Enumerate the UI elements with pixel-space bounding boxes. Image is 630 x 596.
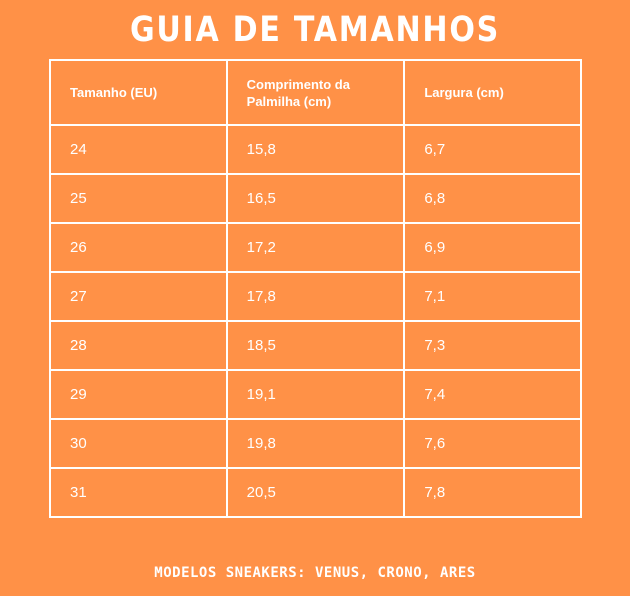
cell-size: 24 [49,124,228,175]
table-row: 27 17,8 7,1 [49,271,582,322]
cell-width: 6,8 [403,173,582,224]
cell-length: 20,5 [225,467,406,518]
footer-models: MODELOS SNEAKERS: VENUS, CRONO, ARES [154,565,476,581]
cell-width: 7,6 [403,418,582,469]
cell-size: 29 [49,369,228,420]
cell-length: 15,8 [225,124,406,175]
cell-size: 27 [49,271,228,322]
table-row: 28 18,5 7,3 [49,320,582,371]
cell-width: 6,9 [403,222,582,273]
size-guide-table: Tamanho (EU) Comprimento da Palmilha (cm… [49,59,582,518]
table-row: 31 20,5 7,8 [49,467,582,518]
cell-width: 7,1 [403,271,582,322]
table-row: 26 17,2 6,9 [49,222,582,273]
header-size-eu: Tamanho (EU) [49,59,228,126]
cell-length: 17,2 [225,222,406,273]
cell-size: 30 [49,418,228,469]
cell-size: 28 [49,320,228,371]
cell-width: 7,8 [403,467,582,518]
table-row: 24 15,8 6,7 [49,124,582,175]
cell-size: 31 [49,467,228,518]
cell-length: 17,8 [225,271,406,322]
page-title: GUIA DE TAMANHOS [129,10,501,50]
table-header-row: Tamanho (EU) Comprimento da Palmilha (cm… [49,59,582,126]
cell-length: 19,8 [225,418,406,469]
cell-size: 25 [49,173,228,224]
cell-width: 7,4 [403,369,582,420]
header-insole-length: Comprimento da Palmilha (cm) [225,59,406,126]
cell-width: 6,7 [403,124,582,175]
cell-size: 26 [49,222,228,273]
header-width: Largura (cm) [403,59,582,126]
table-row: 30 19,8 7,6 [49,418,582,469]
cell-width: 7,3 [403,320,582,371]
cell-length: 19,1 [225,369,406,420]
cell-length: 16,5 [225,173,406,224]
cell-length: 18,5 [225,320,406,371]
table-row: 29 19,1 7,4 [49,369,582,420]
table-row: 25 16,5 6,8 [49,173,582,224]
